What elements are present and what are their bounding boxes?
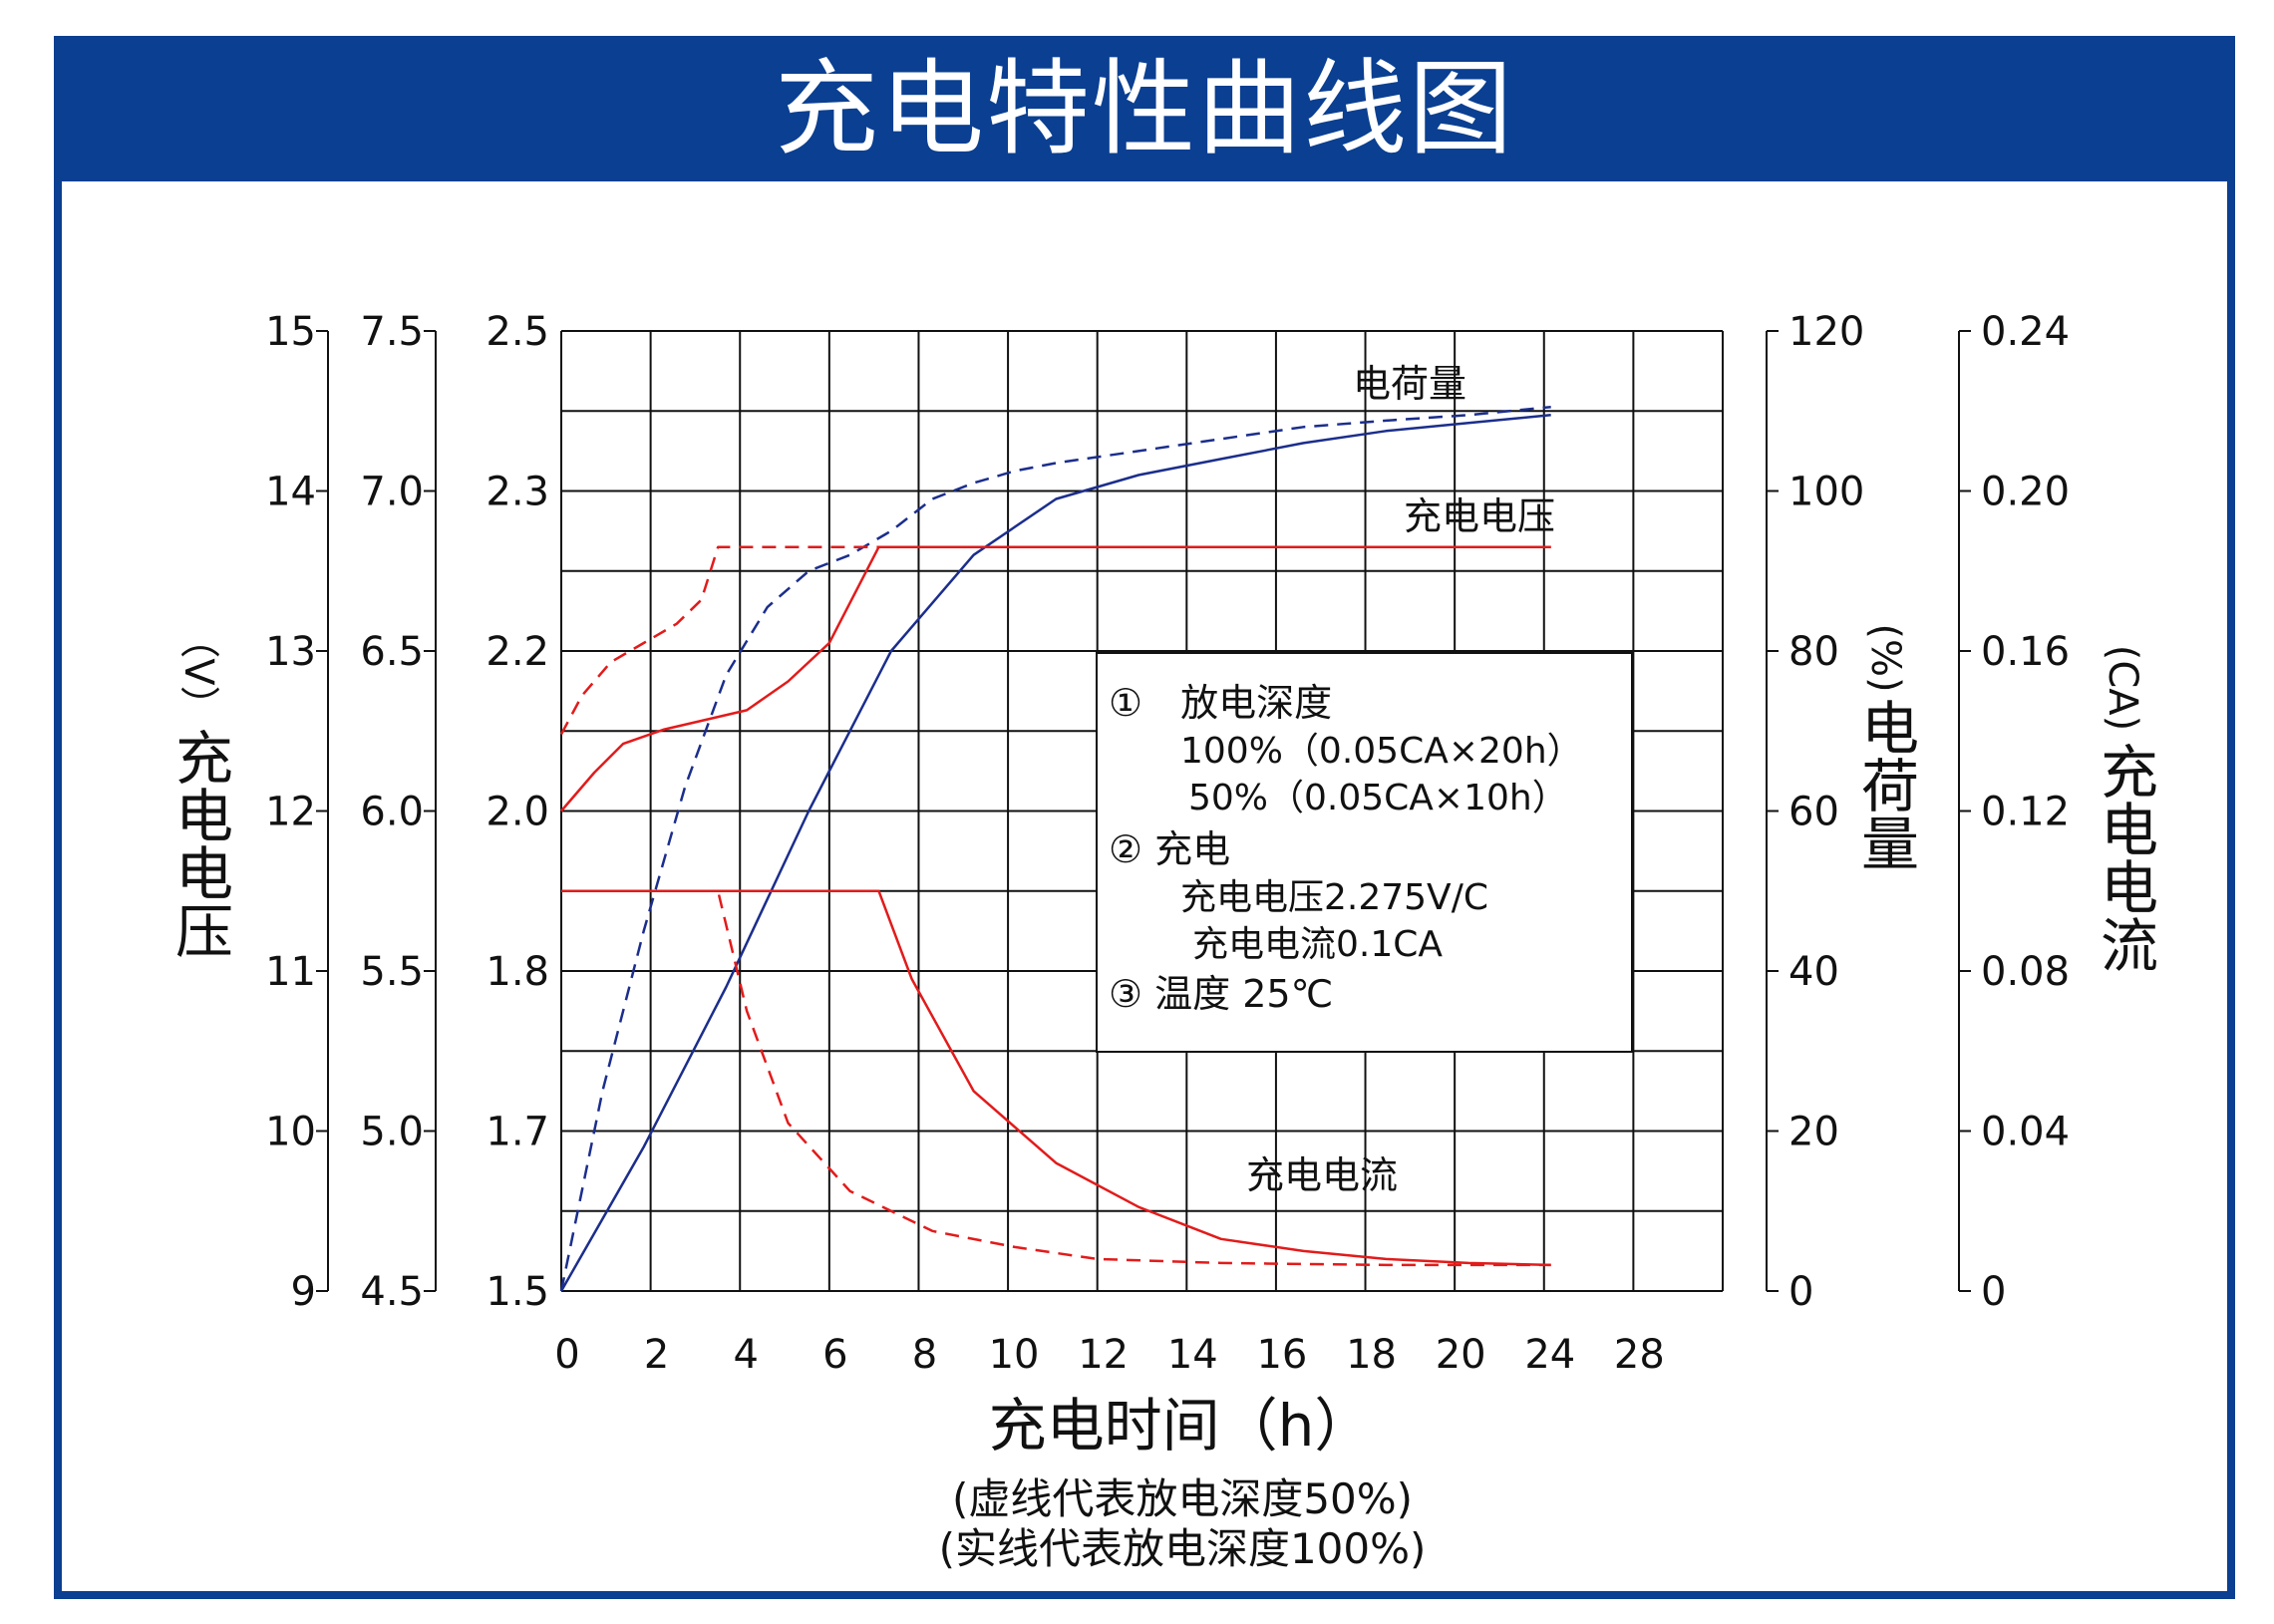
curve-label-charge: 电荷量 <box>1353 362 1466 406</box>
y-tick-label-vcell: 2.5 <box>486 309 549 355</box>
charge-axis-title: 电荷量 <box>1851 698 1919 871</box>
note-dashed: (虚线代表放电深度50%) <box>952 1474 1413 1523</box>
y-tick-label-current: 0.12 <box>1981 790 2070 835</box>
y-tick-label-v12: 15 <box>265 309 316 355</box>
y-tick-label-current: 0.08 <box>1981 949 2070 995</box>
y-tick-label-v6: 5.0 <box>360 1110 424 1155</box>
legend-line-7: ③ 温度 25℃ <box>1109 972 1333 1016</box>
legend-line-6: 充电电流0.1CA <box>1192 924 1443 965</box>
chart-title: 充电特性曲线图 <box>774 48 1514 169</box>
y-tick-label-v6: 6.0 <box>360 790 424 835</box>
x-tick-label: 28 <box>1614 1332 1665 1378</box>
curve-label-voltage: 充电电压 <box>1404 494 1555 538</box>
x-tick-label: 14 <box>1167 1332 1218 1378</box>
y-tick-label-v6: 7.5 <box>360 309 424 355</box>
y-tick-label-vcell: 1.7 <box>486 1110 549 1155</box>
note-solid: (实线代表放电深度100%) <box>939 1524 1427 1573</box>
y-tick-label-v12: 13 <box>265 629 316 675</box>
series-charge-dashed-line <box>559 405 1551 1292</box>
y-tick-label-current: 0.04 <box>1981 1110 2070 1155</box>
y-tick-label-v12: 11 <box>265 949 316 995</box>
y-tick-label-charge: 0 <box>1788 1269 1813 1315</box>
legend-line-1: ① 放电深度 <box>1109 681 1332 725</box>
charge-axis-unit: (%) <box>1862 623 1908 692</box>
y-tick-label-vcell: 1.5 <box>486 1269 549 1315</box>
y-tick-label-charge: 60 <box>1788 790 1839 835</box>
x-tick-label: 8 <box>912 1332 937 1378</box>
series-vcell-dashed-line <box>559 545 1551 736</box>
x-tick-label: 0 <box>554 1332 579 1378</box>
x-tick-label: 6 <box>822 1332 847 1378</box>
series-current-solid-line <box>561 889 1551 1267</box>
legend-line-2: 100%（0.05CA×20h） <box>1180 731 1583 772</box>
x-tick-label: 10 <box>989 1332 1040 1378</box>
legend-line-5: 充电电压2.275V/C <box>1180 877 1488 918</box>
x-axis-title: 充电时间（h） <box>989 1392 1373 1460</box>
legend-line-4: ② 充电 <box>1109 827 1230 871</box>
y-tick-label-charge: 100 <box>1788 470 1864 515</box>
left-axis-title: 充电电压 <box>165 728 233 959</box>
series-charge-solid-line <box>559 414 1551 1292</box>
legend-box-background <box>1096 652 1633 1053</box>
x-tick-label: 12 <box>1078 1332 1129 1378</box>
x-tick-label: 16 <box>1256 1332 1307 1378</box>
x-tick-label: 4 <box>734 1332 759 1378</box>
x-tick-label: 24 <box>1524 1332 1575 1378</box>
y-tick-label-vcell: 2.0 <box>486 790 549 835</box>
title-banner <box>54 36 2235 181</box>
y-tick-label-charge: 120 <box>1788 309 1864 355</box>
x-tick-label: 20 <box>1436 1332 1486 1378</box>
x-tick-label: 18 <box>1346 1332 1397 1378</box>
current-axis-title: 充电电流 <box>2091 742 2158 973</box>
axes: 9 10 11 12 13 14 15 4.5 5.0 5.5 6.0 6.5 7.0 7.5 1.5 1.7… <box>265 309 2070 1378</box>
y-tick-label-v12: 14 <box>265 470 316 515</box>
x-tick-label: 2 <box>644 1332 669 1378</box>
y-tick-label-v12: 10 <box>265 1110 316 1155</box>
y-tick-label-vcell: 2.3 <box>486 470 549 515</box>
y-tick-label-v12: 9 <box>291 1269 316 1315</box>
y-tick-label-vcell: 2.2 <box>486 629 549 675</box>
series-vcell-solid-line <box>560 545 1551 812</box>
y-tick-label-charge: 20 <box>1788 1110 1839 1155</box>
labels: 电荷量 充电电压 充电电流 充电时间（h） (虚线代表放电深度50%) (实线代… <box>165 362 2158 1573</box>
y-tick-label-v6: 7.0 <box>360 470 424 515</box>
series-current-dashed-line <box>561 889 1551 1267</box>
y-tick-label-v6: 6.5 <box>360 629 424 675</box>
y-tick-label-current: 0.20 <box>1981 470 2070 515</box>
left-axis-unit: （V） <box>175 618 221 725</box>
curve-label-current: 充电电流 <box>1246 1153 1398 1197</box>
y-tick-label-vcell: 1.8 <box>486 949 549 995</box>
y-tick-label-v6: 4.5 <box>360 1269 424 1315</box>
y-tick-label-current: 0.24 <box>1981 309 2070 355</box>
y-tick-label-charge: 40 <box>1788 949 1839 995</box>
curves <box>559 405 1551 1292</box>
current-axis-unit: (CA) <box>2100 645 2145 732</box>
legend-line-3: 50%（0.05CA×10h） <box>1188 778 1568 818</box>
y-tick-label-charge: 80 <box>1788 629 1839 675</box>
y-tick-label-v12: 12 <box>265 790 316 835</box>
y-tick-label-v6: 5.5 <box>360 949 424 995</box>
legend-box: ① 放电深度 100%（0.05CA×20h） 50%（0.05CA×10h） … <box>1096 652 1633 1053</box>
y-tick-label-current: 0.16 <box>1981 629 2070 675</box>
y-tick-label-current: 0 <box>1981 1269 2006 1315</box>
